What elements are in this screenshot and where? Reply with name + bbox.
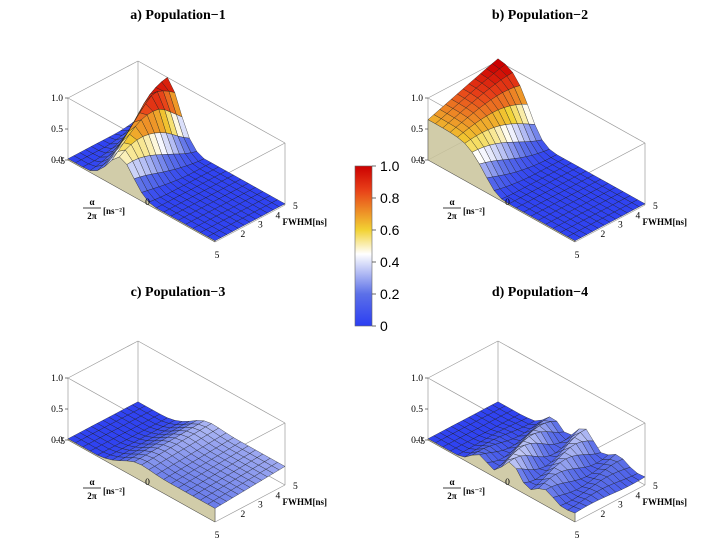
y-axis-label: FWHM[ns] xyxy=(283,497,328,507)
surface-front-skirt xyxy=(67,156,216,243)
z-tick-label: 1.0 xyxy=(411,94,423,104)
x-axis-label-alpha: α xyxy=(449,197,454,207)
x-axis-label-unit: [ns⁻²] xyxy=(103,206,125,216)
panel-title: d) Population−4 xyxy=(492,285,588,300)
y-tick-label: 4 xyxy=(276,491,281,501)
z-tick-label: 0.0 xyxy=(411,436,423,446)
z-tick-label: 1.0 xyxy=(51,94,63,104)
x-axis-label-2pi: 2π xyxy=(447,211,457,221)
z-tick-label: 0.5 xyxy=(411,125,423,135)
x-axis-label: α 2π [ns⁻²] xyxy=(83,197,125,221)
z-tick-label: 0.5 xyxy=(51,125,63,135)
colorbar-tick-label: 1.0 xyxy=(380,158,400,174)
colorbar-tick-label: 0.2 xyxy=(380,286,400,302)
x-axis-label-unit: [ns⁻²] xyxy=(103,486,125,496)
z-tick-label: 0.5 xyxy=(411,405,423,415)
colorbar-tick-label: 0.8 xyxy=(380,190,400,206)
surface xyxy=(67,77,286,243)
surface xyxy=(67,401,286,523)
x-axis-label: α 2π [ns⁻²] xyxy=(443,477,485,501)
y-axis-label: FWHM[ns] xyxy=(643,497,688,507)
x-tick-label: 0 xyxy=(145,478,150,488)
x-axis-label-alpha: α xyxy=(89,197,94,207)
colorbar: 0 0.2 0.4 0.6 0.8 1.0 xyxy=(354,158,400,334)
x-tick-label: −5 xyxy=(55,157,65,167)
x-axis-label-2pi: 2π xyxy=(87,491,97,501)
y-tick-label: 2 xyxy=(601,230,606,240)
x-tick-label: 0 xyxy=(145,198,150,208)
y-tick-label: 2 xyxy=(241,230,246,240)
colorbar-tick-label: 0.6 xyxy=(380,222,400,238)
z-tick-label: 0.0 xyxy=(51,436,63,446)
z-tick-label: 0.0 xyxy=(51,156,63,166)
panel-title: a) Population−1 xyxy=(130,8,226,23)
colorbar-tick-label: 0 xyxy=(380,318,388,334)
x-axis-label: α 2π [ns⁻²] xyxy=(443,197,485,221)
z-tick-label: 0.0 xyxy=(411,156,423,166)
surface-panels: a) Population−1 0.0 0.5 1.0 −5 0 5 2 3 4 5 FWHM[ns]… xyxy=(51,8,687,541)
x-tick-label: −5 xyxy=(415,437,425,447)
surface-front-skirt xyxy=(67,438,216,523)
y-tick-label: 3 xyxy=(258,501,263,511)
surface-plot-3: c) Population−3 0.0 0.5 1.0 −5 0 5 2 3 4 5 FWHM[ns]… xyxy=(51,285,327,541)
surface-plot-2: b) Population−2 0.0 0.5 1.0 −5 0 5 2 3 4 5 FWHM[ns]… xyxy=(411,8,687,261)
surface xyxy=(427,401,646,523)
y-tick-label: 4 xyxy=(276,211,281,221)
y-tick-label: 5 xyxy=(293,482,298,492)
x-tick-label: −5 xyxy=(55,437,65,447)
y-tick-label: 2 xyxy=(241,510,246,520)
x-axis-label-2pi: 2π xyxy=(447,491,457,501)
x-tick-label: 5 xyxy=(575,251,580,261)
x-axis-label-alpha: α xyxy=(89,477,94,487)
surface-plot-4: d) Population−4 0.0 0.5 1.0 −5 0 5 2 3 4 5 FWHM[ns]… xyxy=(411,285,687,541)
x-tick-label: 5 xyxy=(215,251,220,261)
z-tick-label: 1.0 xyxy=(411,374,423,384)
x-axis-label-unit: [ns⁻²] xyxy=(463,486,485,496)
x-axis-label-alpha: α xyxy=(449,477,454,487)
y-tick-label: 3 xyxy=(618,501,623,511)
x-tick-label: 5 xyxy=(215,531,220,541)
y-tick-label: 4 xyxy=(636,211,641,221)
y-tick-label: 5 xyxy=(653,202,658,212)
x-axis-label-2pi: 2π xyxy=(87,211,97,221)
y-tick-label: 3 xyxy=(618,221,623,231)
x-axis-label-unit: [ns⁻²] xyxy=(463,206,485,216)
surface-front-skirt xyxy=(427,438,576,523)
x-tick-label: 0 xyxy=(505,478,510,488)
y-tick-label: 5 xyxy=(293,202,298,212)
y-tick-label: 2 xyxy=(601,510,606,520)
z-tick-label: 0.5 xyxy=(51,405,63,415)
panel-title: b) Population−2 xyxy=(492,8,588,23)
y-axis-label: FWHM[ns] xyxy=(643,217,688,227)
y-tick-label: 4 xyxy=(636,491,641,501)
colorbar-tick-label: 0.4 xyxy=(380,254,400,270)
z-tick-label: 1.0 xyxy=(51,374,63,384)
x-tick-label: 5 xyxy=(575,531,580,541)
colorbar-gradient xyxy=(354,165,373,327)
surface xyxy=(427,58,646,243)
y-axis-label: FWHM[ns] xyxy=(283,217,328,227)
x-tick-label: −5 xyxy=(415,157,425,167)
y-tick-label: 3 xyxy=(258,221,263,231)
surface-front-skirt xyxy=(427,119,576,243)
x-tick-label: 0 xyxy=(505,198,510,208)
y-tick-label: 5 xyxy=(653,482,658,492)
surface-plot-1: a) Population−1 0.0 0.5 1.0 −5 0 5 2 3 4 5 FWHM[ns]… xyxy=(51,8,327,261)
panel-title: c) Population−3 xyxy=(131,285,226,300)
x-axis-label: α 2π [ns⁻²] xyxy=(83,477,125,501)
